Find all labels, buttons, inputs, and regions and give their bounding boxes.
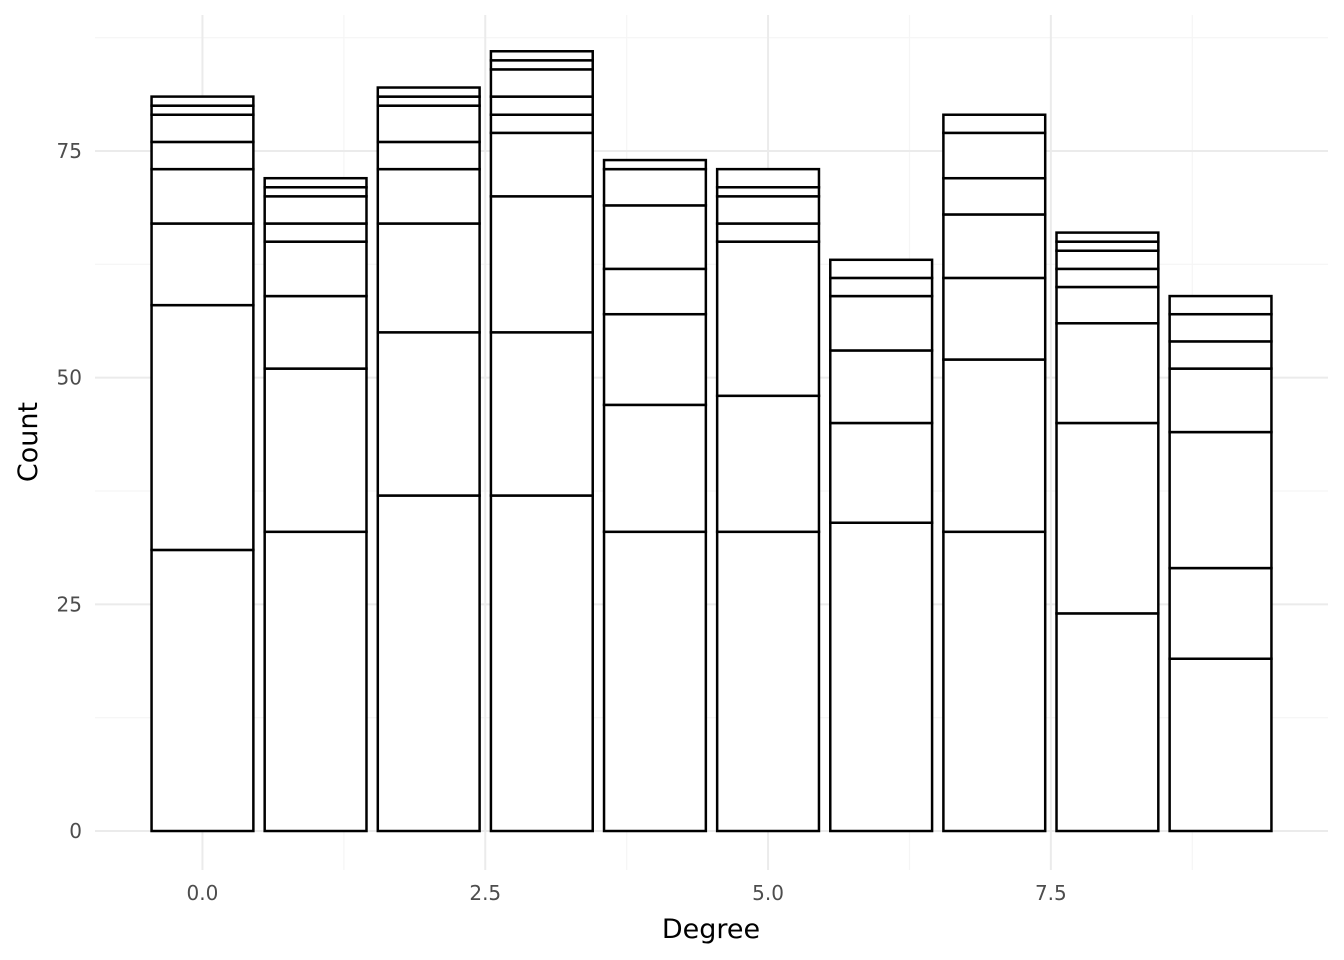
bar-segment: [263, 176, 368, 189]
y-axis-title: Count: [13, 402, 44, 482]
bar-segment: [150, 167, 255, 225]
bar-segment: [942, 176, 1047, 216]
bar-segment: [489, 50, 594, 62]
bar-segment: [1055, 612, 1160, 833]
x-axis-title: Degree: [662, 914, 760, 945]
bar-segment: [1055, 240, 1160, 252]
bar-segment: [150, 303, 255, 552]
bar-segment: [829, 521, 934, 833]
bar-segment: [829, 421, 934, 524]
y-tick-label: 75: [57, 139, 82, 163]
bar-segment: [263, 530, 368, 833]
bar-segment: [489, 131, 594, 198]
x-tick-label: 2.5: [469, 881, 501, 905]
bar-segment: [150, 548, 255, 833]
bar-segment: [1168, 430, 1273, 570]
bar-segment: [715, 222, 821, 243]
bar-segment: [263, 222, 368, 243]
bar-segment: [376, 104, 481, 144]
y-axis-ticks: 0 25 50 75: [57, 139, 82, 843]
bar-segment: [489, 95, 594, 116]
bar-segment: [489, 59, 594, 71]
x-tick-label: 0.0: [187, 881, 219, 905]
bar-segment: [1168, 657, 1273, 833]
bar-segment: [1055, 322, 1160, 425]
bar-segment: [942, 213, 1047, 280]
x-tick-label: 5.0: [752, 881, 784, 905]
bar-segment: [150, 95, 255, 107]
bar-segment: [1055, 285, 1160, 325]
y-tick-label: 0: [69, 819, 82, 843]
bar-segment: [376, 140, 481, 171]
bar-segment: [715, 530, 821, 833]
bar-segment: [376, 95, 481, 107]
bar-segment: [942, 530, 1047, 833]
bar-segment: [263, 294, 368, 370]
bar-segment: [263, 240, 368, 298]
bar-segment: [1168, 294, 1273, 316]
bar-segment: [602, 204, 708, 271]
bar-segment: [150, 104, 255, 116]
bar-segment: [715, 186, 821, 198]
y-tick-label: 50: [57, 366, 82, 390]
bar-segment: [489, 331, 594, 497]
bar-segment: [376, 167, 481, 225]
bar-segment: [1055, 421, 1160, 615]
bar-segment: [489, 113, 594, 135]
bar-segment: [715, 195, 821, 225]
bar-segment: [942, 358, 1047, 534]
bar-segment: [715, 167, 821, 189]
x-tick-label: 7.5: [1035, 881, 1067, 905]
bar-segment: [150, 140, 255, 171]
bar-segment: [376, 222, 481, 334]
bar-segment: [715, 240, 821, 398]
bar-segment: [942, 276, 1047, 361]
bar-segment: [602, 158, 708, 171]
bar-segment: [376, 494, 481, 833]
bar-segment: [1168, 367, 1273, 434]
bar-segment: [150, 222, 255, 307]
bar-segment: [942, 131, 1047, 180]
bar-segment: [1168, 566, 1273, 660]
bar-segment: [829, 349, 934, 425]
bars: [150, 50, 1273, 833]
x-axis-ticks: 0.0 2.5 5.0 7.5: [187, 881, 1067, 905]
bar-segment: [489, 68, 594, 98]
bar-segment: [715, 394, 821, 534]
bar-segment: [602, 312, 708, 407]
bar-segment: [489, 494, 594, 833]
bar-segment: [1055, 267, 1160, 289]
bar-segment: [829, 294, 934, 352]
bar-segment: [602, 530, 708, 833]
bar-segment: [1055, 249, 1160, 271]
y-tick-label: 25: [57, 592, 82, 616]
bar-segment: [376, 331, 481, 497]
bar-segment: [263, 367, 368, 534]
bar-segment: [602, 403, 708, 534]
bar-segment: [263, 195, 368, 225]
bar-segment: [1055, 231, 1160, 243]
bar-segment: [602, 167, 708, 207]
bar-segment: [263, 186, 368, 198]
bar-segment: [150, 113, 255, 144]
bar-segment: [376, 86, 481, 98]
bar-segment: [602, 267, 708, 316]
bar-segment: [829, 258, 934, 280]
bar-segment: [489, 195, 594, 334]
bar-segment: [1168, 340, 1273, 370]
bar-segment: [1168, 312, 1273, 343]
bar-segment: [942, 113, 1047, 135]
bar-segment: [829, 276, 934, 298]
